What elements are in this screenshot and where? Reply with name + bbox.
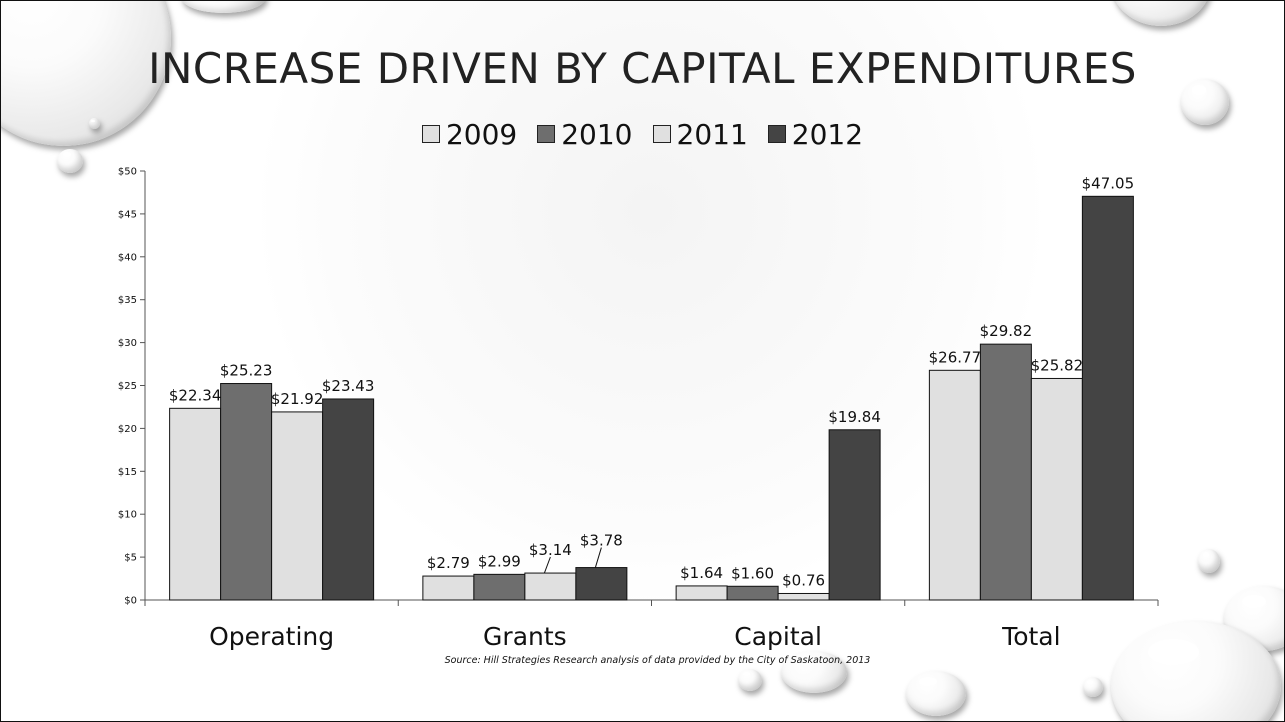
data-label: $0.76 — [782, 571, 825, 589]
y-tick-label: $10 — [118, 510, 137, 521]
y-tick-label: $5 — [124, 553, 137, 564]
water-drop-decoration — [181, 1, 266, 13]
legend-item-2009: 2009 — [421, 118, 518, 151]
legend-swatch-2012 — [767, 125, 786, 143]
water-drop-decoration — [738, 669, 762, 691]
bar-capital-2009 — [675, 585, 728, 601]
bar-grants-2011 — [524, 572, 577, 601]
background-glow — [261, 1, 1041, 601]
data-label: $2.99 — [478, 552, 521, 570]
x-category-label: Total — [1001, 622, 1060, 651]
legend-item-2010: 2010 — [537, 118, 633, 151]
data-label: $47.05 — [1082, 174, 1135, 192]
bar-operating-2011 — [271, 411, 324, 601]
water-drop-decoration — [1083, 677, 1103, 697]
legend-swatch-2010 — [537, 125, 556, 143]
bar-total-2011 — [1030, 377, 1083, 601]
bar-operating-2010 — [220, 383, 273, 601]
data-label: $26.77 — [929, 348, 982, 366]
bar-operating-2012 — [322, 398, 375, 601]
bar-operating-2009 — [169, 407, 222, 601]
bar-total-2012 — [1081, 195, 1134, 601]
legend-label-2011: 2011 — [676, 118, 748, 151]
bar-grants-2012 — [575, 567, 628, 601]
x-category-label: Grants — [483, 622, 567, 651]
chart-legend: 2009 2010 2011 2012 — [0, 118, 1285, 151]
x-category-label: Capital — [734, 622, 822, 651]
legend-label-2010: 2010 — [561, 118, 633, 151]
y-tick-label: $30 — [118, 338, 137, 349]
y-tick-label: $40 — [118, 252, 137, 263]
bar-capital-2010 — [726, 585, 779, 601]
water-drop-decoration — [57, 149, 83, 173]
data-label: $21.92 — [271, 390, 324, 408]
data-label-leader — [594, 547, 602, 568]
y-tick-label: $45 — [118, 209, 137, 220]
y-tick-label: $0 — [124, 596, 137, 607]
y-tick-label: $20 — [118, 424, 137, 435]
water-drop-decoration — [906, 671, 966, 716]
bar-capital-2012 — [828, 429, 881, 601]
data-label: $23.43 — [322, 377, 375, 395]
water-drop-decoration — [89, 118, 100, 129]
y-tick-label: $35 — [118, 295, 137, 306]
data-label: $19.84 — [828, 408, 881, 426]
bar-capital-2011 — [777, 592, 830, 601]
legend-item-2011: 2011 — [652, 118, 748, 151]
data-label: $22.34 — [169, 386, 222, 404]
y-tick-label: $25 — [118, 381, 137, 392]
legend-label-2012: 2012 — [791, 118, 864, 151]
bar-grants-2010 — [473, 573, 526, 601]
data-label: $3.78 — [580, 532, 623, 550]
x-category-label: Operating — [209, 622, 334, 651]
data-label-leader — [543, 556, 551, 574]
y-tick-label: $50 — [118, 167, 137, 178]
data-label: $25.82 — [1031, 356, 1084, 374]
legend-item-2012: 2012 — [767, 118, 864, 151]
data-label: $1.60 — [731, 564, 774, 582]
legend-label-2009: 2009 — [445, 118, 518, 151]
data-label: $2.79 — [427, 554, 470, 572]
data-label: $1.64 — [680, 564, 723, 582]
source-note: Source: Hill Strategies Research analysi… — [444, 655, 871, 666]
legend-swatch-2011 — [652, 125, 671, 143]
bar-total-2009 — [928, 369, 981, 601]
water-drop-decoration — [1111, 621, 1281, 721]
data-label: $29.82 — [980, 322, 1033, 340]
bar-grants-2009 — [422, 575, 475, 601]
data-label: $3.14 — [529, 541, 572, 559]
water-drop-decoration — [781, 651, 847, 693]
data-label: $25.23 — [220, 362, 273, 380]
y-tick-label: $15 — [118, 467, 137, 478]
legend-swatch-2009 — [421, 125, 440, 143]
water-drop-decoration — [1198, 549, 1220, 573]
slide-title: INCREASE DRIVEN BY CAPITAL EXPENDITURES — [148, 44, 1137, 93]
water-drop-decoration — [1181, 79, 1229, 125]
bar-total-2010 — [979, 343, 1032, 601]
